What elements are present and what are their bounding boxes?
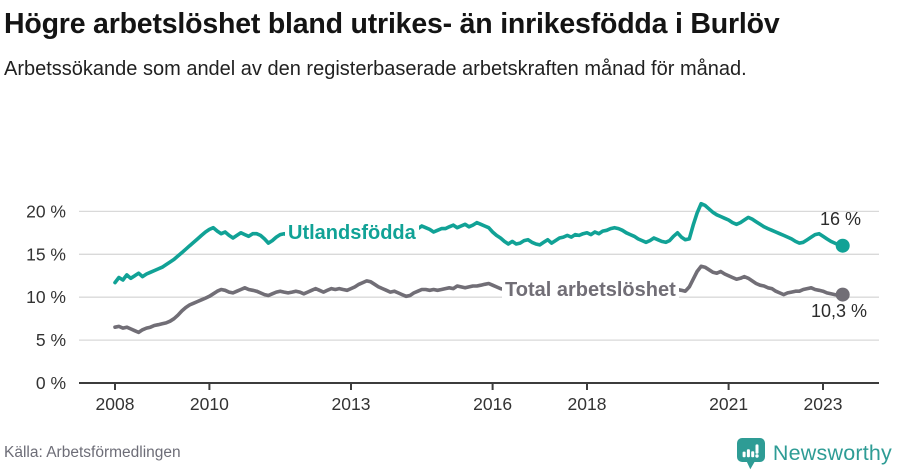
svg-text:20 %: 20 % (26, 201, 66, 221)
svg-text:15 %: 15 % (26, 244, 66, 264)
chart-header: Högre arbetslöshet bland utrikes- än inr… (0, 0, 900, 83)
series-label-total-arbetsloshet: Total arbetslöshet (502, 278, 679, 302)
svg-text:2008: 2008 (96, 394, 135, 414)
svg-text:5 %: 5 % (36, 330, 66, 350)
newsworthy-logo[interactable]: Newsworthy (736, 437, 892, 470)
series-end-dot (835, 287, 850, 302)
page-subtitle: Arbetssökande som andel av den registerb… (4, 58, 747, 80)
newsworthy-wordmark: Newsworthy (772, 440, 892, 465)
chart-footer: Källa: Arbetsförmedlingen Newsworthy (4, 436, 892, 470)
svg-text:10 %: 10 % (26, 287, 66, 307)
svg-text:0 %: 0 % (36, 373, 66, 393)
newsworthy-bubble-chart-icon (736, 437, 765, 469)
svg-text:2023: 2023 (804, 394, 843, 414)
end-value-label-utlandsfodda: 16 % (820, 209, 862, 229)
series-line (113, 201, 845, 285)
end-value-label-total: 10,3 % (811, 301, 868, 321)
svg-text:2018: 2018 (568, 394, 607, 414)
source-note: Källa: Arbetsförmedlingen (4, 444, 181, 461)
series-line (113, 264, 845, 335)
line-chart: 0 % 5 % 10 % 15 % 20 % 2008 2010 2013 2016 2018 20… (26, 201, 879, 414)
svg-text:2013: 2013 (332, 394, 371, 414)
page-title: Högre arbetslöshet bland utrikes- än inr… (4, 8, 780, 40)
chart-area: 0 % 5 % 10 % 15 % 20 % 2008 2010 2013 2016 2018 20… (0, 180, 900, 435)
series-label-utlandsfodda: Utlandsfödda (285, 221, 419, 245)
svg-text:2021: 2021 (709, 394, 748, 414)
series-end-dot (835, 238, 850, 253)
svg-text:2010: 2010 (190, 394, 229, 414)
svg-text:2016: 2016 (473, 394, 512, 414)
